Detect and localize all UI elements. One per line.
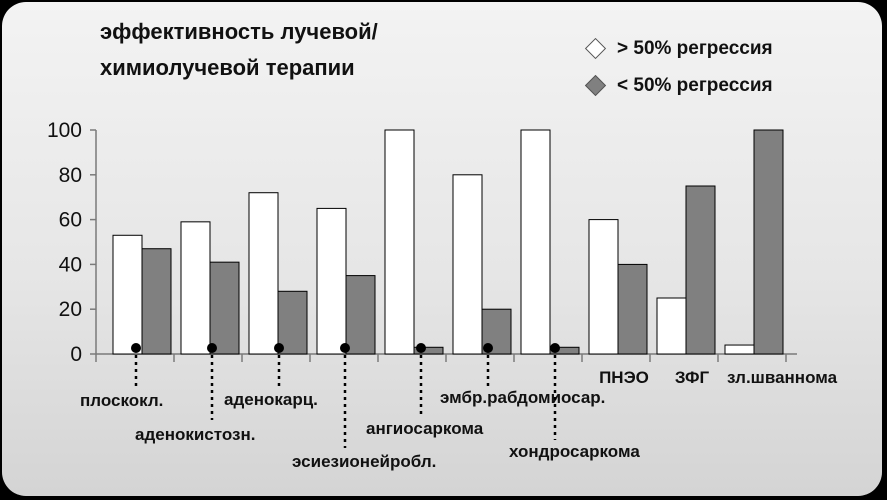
category-label: эмбр.рабдомиосар. — [440, 388, 605, 407]
bar-regression-over-50 — [180, 221, 211, 355]
bar-regression-under-50 — [549, 346, 580, 355]
chart-title: эффективность лучевой/ химиолучевой тера… — [100, 14, 378, 86]
bar-regression-under-50 — [141, 248, 172, 355]
category-marker-dot — [207, 343, 217, 353]
category-marker-dot — [416, 343, 426, 353]
category-label: эсиезионейробл. — [292, 452, 436, 471]
y-tick-label: 40 — [59, 253, 82, 276]
bar-regression-over-50 — [520, 129, 551, 355]
bar-regression-over-50 — [588, 219, 619, 355]
category-marker-dot — [131, 343, 141, 353]
category-label: зл.шваннома — [727, 368, 838, 387]
bar-regression-over-50 — [656, 297, 687, 355]
category-marker-dot — [340, 343, 350, 353]
y-tick-label: 60 — [59, 209, 82, 232]
category-label: ПНЭО — [599, 368, 649, 387]
bar-regression-over-50 — [112, 234, 143, 355]
bar-regression-under-50 — [753, 129, 784, 355]
category-marker-dot — [550, 343, 560, 353]
y-tick-label: 100 — [47, 119, 82, 142]
y-tick-label: 20 — [59, 298, 82, 321]
bar-regression-over-50 — [384, 129, 415, 355]
bar-regression-over-50 — [452, 174, 483, 355]
bar-regression-under-50 — [209, 261, 240, 355]
bar-regression-under-50 — [617, 263, 648, 355]
category-label: аденокарц. — [224, 390, 318, 409]
chart-title-line-1: эффективность лучевой/ — [100, 19, 378, 44]
chart-title-line-2: химиолучевой терапии — [100, 55, 355, 80]
bar-regression-over-50 — [724, 344, 755, 355]
bar-regression-under-50 — [277, 290, 308, 355]
category-label: хондросаркома — [509, 442, 640, 461]
bar-regression-over-50 — [248, 192, 279, 355]
legend-item-regression-under-50: < 50% регрессия — [584, 67, 773, 104]
category-label: аденокистозн. — [135, 425, 255, 444]
y-tick-label: 80 — [59, 164, 82, 187]
legend-label-regression-over-50: > 50% регрессия — [617, 37, 773, 59]
legend-item-regression-over-50: > 50% регрессия — [584, 30, 773, 67]
legend-label-regression-under-50: < 50% регрессия — [617, 74, 773, 96]
category-label: плоскокл. — [80, 391, 163, 410]
y-tick-label: 0 — [70, 343, 82, 366]
category-marker-dot — [483, 343, 493, 353]
bar-regression-over-50 — [316, 207, 347, 355]
bar-regression-under-50 — [413, 346, 444, 355]
category-label: ангиосаркома — [366, 419, 484, 438]
bar-regression-under-50 — [685, 185, 716, 355]
bar-regression-under-50 — [345, 275, 376, 355]
category-marker-dot — [274, 343, 284, 353]
category-label: ЗФГ — [675, 368, 710, 387]
legend: > 50% регрессия < 50% регрессия — [584, 30, 773, 104]
